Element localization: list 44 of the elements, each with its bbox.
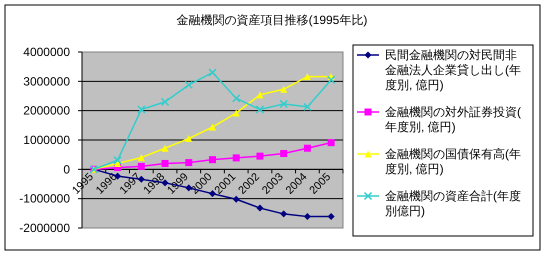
- point: [326, 76, 336, 84]
- point: [138, 162, 145, 170]
- y-tick-label: 3000000: [23, 74, 70, 88]
- legend-label: 金融機関の対外証券投資(年度別, 億円): [385, 105, 521, 134]
- point: [280, 86, 288, 93]
- y-tick-label: 4000000: [23, 45, 70, 59]
- y-tick-label: -2000000: [19, 221, 70, 235]
- point: [160, 98, 170, 106]
- point: [232, 196, 240, 203]
- title: 金融機関の資産項目推移(1995年比): [176, 13, 368, 27]
- point: [162, 160, 169, 167]
- point: [256, 91, 264, 98]
- point: [304, 73, 311, 80]
- point: [113, 156, 122, 164]
- y-tick-label: -1000000: [19, 192, 70, 206]
- point: [303, 102, 312, 112]
- legend-label: 金融機関の国債保有高(年度別, 億円): [385, 147, 521, 176]
- point: [304, 144, 311, 152]
- point: [232, 94, 240, 103]
- legend-label: 金融機関の資産合計(年度別億円): [385, 189, 521, 218]
- point: [256, 105, 264, 114]
- y-tick-label: 2000000: [23, 104, 70, 118]
- y-tick-label: 1000000: [23, 133, 70, 147]
- y-tick-label: 0: [63, 162, 70, 176]
- point: [256, 152, 264, 160]
- point: [280, 150, 288, 157]
- point: [232, 154, 240, 162]
- point: [328, 139, 335, 146]
- point: [256, 204, 264, 212]
- point: [279, 100, 288, 108]
- point: [232, 110, 240, 117]
- point: [304, 213, 311, 220]
- point: [184, 80, 194, 90]
- point: [185, 159, 192, 166]
- point: [209, 124, 216, 131]
- point: [185, 135, 192, 142]
- point: [138, 154, 145, 162]
- point: [208, 68, 217, 77]
- point: [162, 144, 169, 152]
- legend-label: 民間金融機関の対民間非金融法人企業貸し出し(年度別, 億円): [385, 48, 521, 92]
- point: [137, 105, 146, 114]
- point: [280, 210, 288, 218]
- point: [328, 213, 335, 220]
- point: [209, 156, 216, 164]
